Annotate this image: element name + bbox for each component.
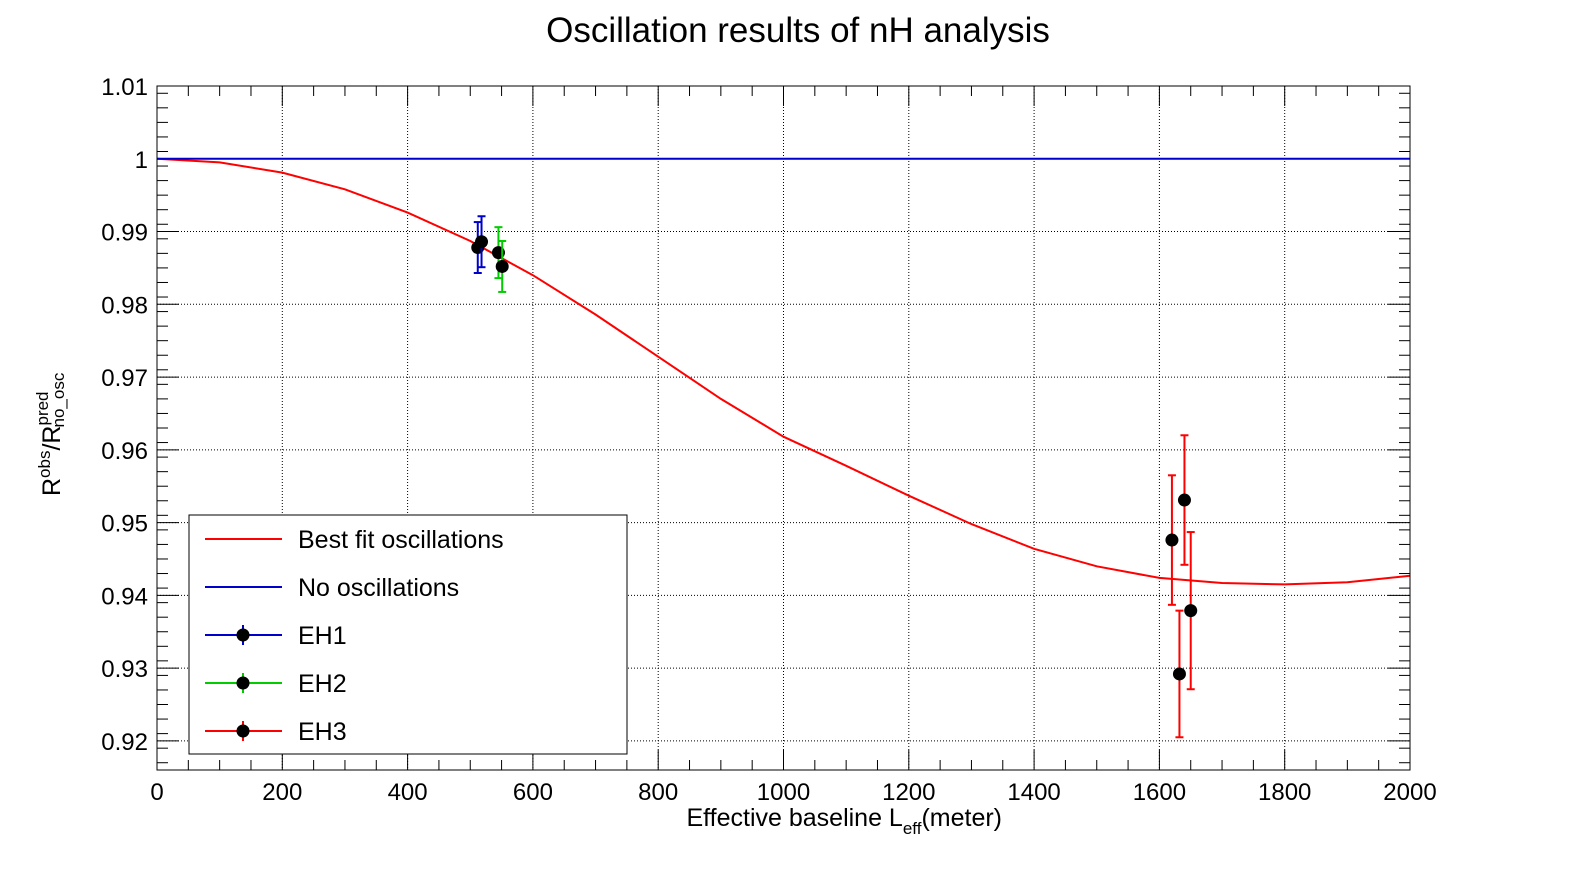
x-tick-label: 1200 — [882, 779, 935, 806]
data-point-eh3 — [1165, 533, 1179, 547]
y-tick-label: 0.92 — [101, 729, 148, 756]
y-axis-title-sup2: pred — [33, 391, 52, 425]
y-axis-title: Robs/Rpredno_osc — [33, 372, 68, 496]
legend-marker — [236, 628, 250, 642]
x-axis-title-main: Effective baseline L — [686, 804, 902, 832]
curves — [156, 157, 1411, 586]
x-tick-label: 1600 — [1133, 779, 1186, 806]
legend-label: Best fit oscillations — [298, 526, 504, 554]
y-axis-title-sub2: no_osc — [49, 372, 68, 427]
y-axis-ticks — [157, 85, 1410, 764]
data-point-eh1 — [475, 235, 489, 249]
x-tick-label: 1400 — [1007, 779, 1060, 806]
y-axis-title-r: R — [38, 478, 66, 496]
legend-label: EH2 — [298, 670, 347, 698]
x-tick-label: 0 — [150, 779, 163, 806]
legend-marker — [236, 676, 250, 690]
legend-label: EH3 — [298, 718, 347, 746]
x-tick-label: 1800 — [1258, 779, 1311, 806]
y-tick-label: 0.98 — [101, 292, 148, 319]
plot-frame — [156, 85, 1411, 771]
y-tick-label: 0.94 — [101, 583, 148, 610]
data-point-eh3 — [1184, 604, 1198, 618]
legend-label: EH1 — [298, 622, 347, 650]
legend-marker — [236, 724, 250, 738]
x-axis-ticks — [156, 86, 1411, 770]
legend-label: No oscillations — [298, 574, 459, 602]
x-tick-label: 1000 — [757, 779, 810, 806]
x-tick-label: 400 — [388, 779, 428, 806]
x-axis-title: Effective baseline Leff(meter) — [686, 804, 1002, 838]
x-tick-labels: 0 200 400 600 800 1000 1200 1400 1600 1800 2000 — [150, 779, 1436, 806]
x-tick-label: 800 — [638, 779, 678, 806]
x-axis-title-unit: (meter) — [921, 804, 1002, 832]
y-axis-title-sup1: obs — [35, 451, 54, 478]
y-tick-label: 0.99 — [101, 220, 148, 247]
y-axis-title-slash: /R — [38, 426, 66, 451]
data-point-eh3 — [1177, 493, 1191, 507]
x-axis-title-sub: eff — [903, 819, 922, 838]
y-tick-label: 1.01 — [101, 74, 148, 101]
curve-best-fit-oscillations — [156, 157, 1411, 586]
data-points — [471, 215, 1198, 739]
y-tick-label: 0.97 — [101, 365, 148, 392]
y-tick-label: 0.95 — [101, 511, 148, 538]
chart-title: Oscillation results of nH analysis — [546, 11, 1050, 50]
y-tick-labels: 0.92 0.93 0.94 0.95 0.96 0.97 0.98 0.99 1 1.01 — [101, 74, 148, 756]
data-point-eh2 — [495, 259, 509, 273]
data-point-eh3 — [1172, 667, 1186, 681]
x-tick-label: 200 — [262, 779, 302, 806]
y-tick-label: 0.96 — [101, 438, 148, 465]
x-tick-label: 600 — [513, 779, 553, 806]
legend: Best fit oscillations No oscillations EH1 E… — [188, 514, 628, 755]
y-tick-label: 0.93 — [101, 656, 148, 683]
x-tick-label: 2000 — [1383, 779, 1436, 806]
y-tick-label: 1 — [135, 147, 148, 174]
